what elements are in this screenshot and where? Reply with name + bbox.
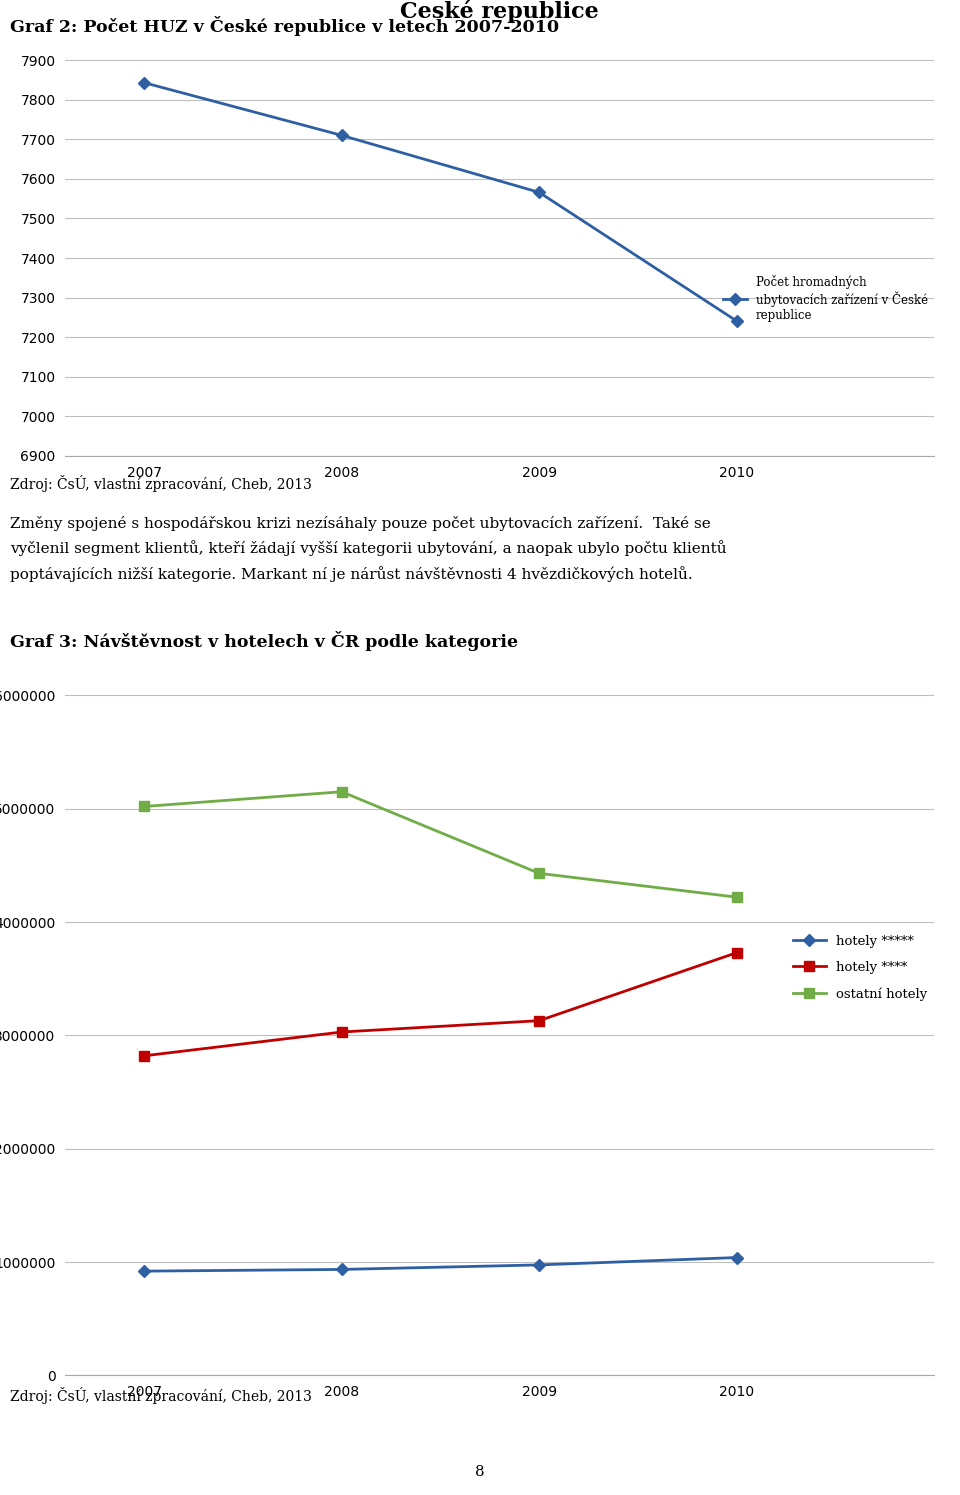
Legend: Počet hromadných
ubytovacích zařízení v České
republice: Počet hromadných ubytovacích zařízení v … xyxy=(723,275,928,321)
Title: Počet hromadných ubytovacích zařízení v
České republice: Počet hromadných ubytovacích zařízení v … xyxy=(243,0,756,22)
Text: Změny spojené s hospodářskou krizi nezísáhaly pouze počet ubytovacích zařízení. : Změny spojené s hospodářskou krizi nezís… xyxy=(10,516,726,582)
Text: 8: 8 xyxy=(475,1465,485,1479)
Text: Graf 2: Počet HUZ v České republice v letech 2007-2010: Graf 2: Počet HUZ v České republice v le… xyxy=(10,16,559,36)
Text: Graf 3: Návštěvnost v hotelech v ČR podle kategorie: Graf 3: Návštěvnost v hotelech v ČR podl… xyxy=(10,631,517,650)
Legend: hotely *****, hotely ****, ostatní hotely: hotely *****, hotely ****, ostatní hotel… xyxy=(793,934,927,1000)
Text: Zdroj: ČsÚ, vlastní zpracování, Cheb, 2013: Zdroj: ČsÚ, vlastní zpracování, Cheb, 20… xyxy=(10,475,311,492)
Text: Zdroj: ČsÚ, vlastní zpracování, Cheb, 2013: Zdroj: ČsÚ, vlastní zpracování, Cheb, 20… xyxy=(10,1387,311,1404)
